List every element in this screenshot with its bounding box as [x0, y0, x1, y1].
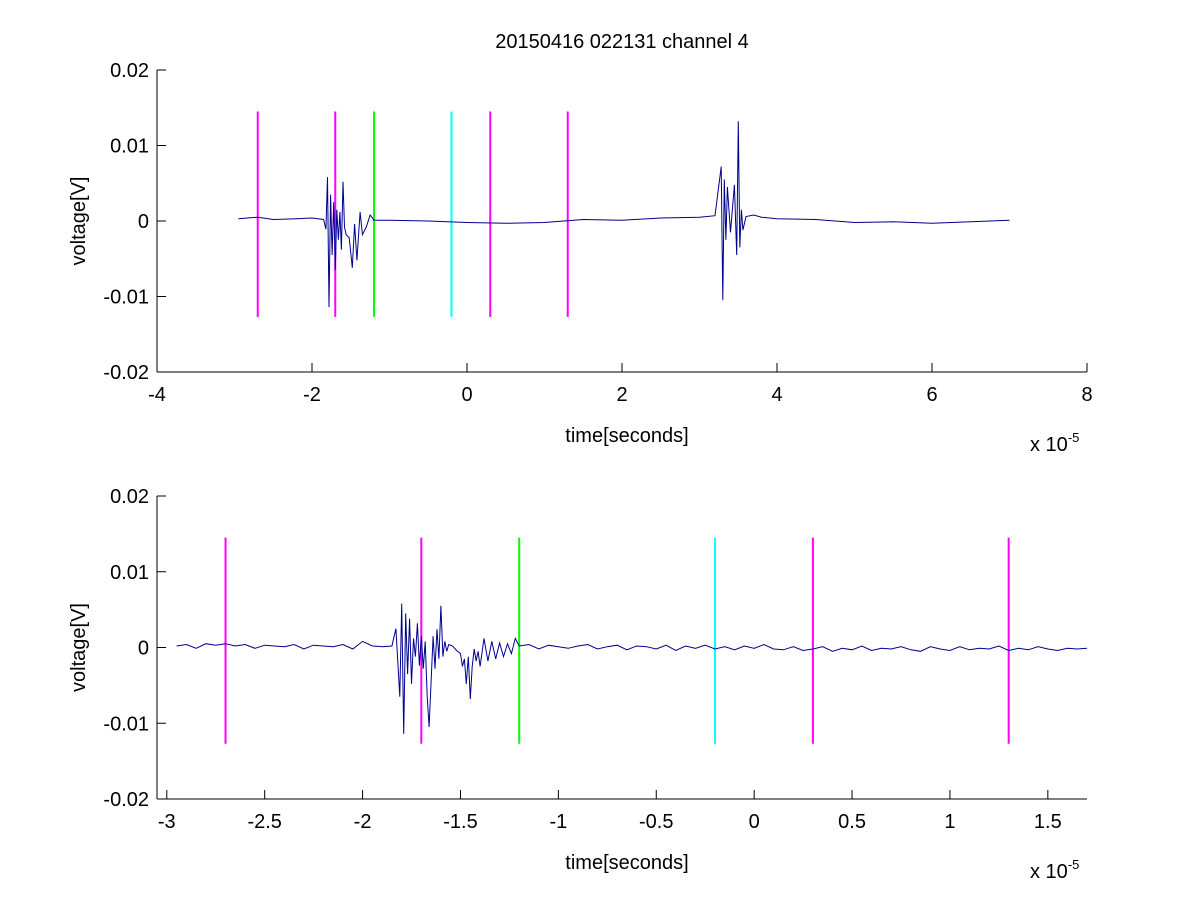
x-tick-label: -2 [354, 811, 372, 833]
x-axis-label-top: time[seconds] [565, 425, 688, 447]
y-tick-label: 0 [138, 638, 149, 660]
y-tick-label: -0.01 [103, 713, 149, 735]
x-ticks-bottom: -3 -2.5 -2 -1.5 -1 -0.5 0 0.5 1 1.5 [158, 790, 1062, 833]
x-tick-label: -0.5 [639, 811, 673, 833]
plot-top: -0.02 -0.01 0 0.01 0.02 -4 -2 0 2 4 6 8 time[secon… [68, 60, 1093, 456]
y-tick-label: 0.02 [110, 60, 149, 82]
y-tick-label: -0.02 [103, 789, 149, 811]
markers-top [256, 111, 569, 317]
x-scale-multiplier-bottom: x 10 [1030, 861, 1068, 883]
x-tick-label: 6 [926, 384, 937, 406]
x-tick-label: 1 [944, 811, 955, 833]
series-bottom [176, 603, 1088, 734]
x-tick-label: -1.5 [443, 811, 477, 833]
y-tick-label: -0.02 [103, 362, 149, 384]
x-scale-exponent-top: -5 [1068, 430, 1080, 445]
x-tick-label: 4 [771, 384, 782, 406]
voltage-trace [238, 121, 1010, 308]
x-tick-label: 0 [461, 384, 472, 406]
x-tick-label: 0.5 [838, 811, 866, 833]
x-tick-label: -2 [303, 384, 321, 406]
x-scale-exponent-bottom: -5 [1068, 857, 1080, 872]
x-tick-label: 0 [749, 811, 760, 833]
voltage-trace [176, 603, 1088, 734]
x-scale-top: x 10-5 [1030, 430, 1079, 456]
x-tick-label: -1 [549, 811, 567, 833]
y-tick-label: -0.01 [103, 287, 149, 309]
x-tick-label: -2.5 [247, 811, 281, 833]
x-tick-label: 1.5 [1034, 811, 1062, 833]
markers-bottom [224, 537, 1010, 744]
x-scale-multiplier-top: x 10 [1030, 434, 1068, 456]
y-tick-label: 0.01 [110, 562, 149, 584]
series-top [238, 121, 1010, 308]
y-tick-label: 0.01 [110, 136, 149, 158]
y-axis-label-top: voltage[V] [68, 177, 90, 266]
x-ticks-top: -4 -2 0 2 4 6 8 [148, 363, 1093, 406]
x-axis-label-bottom: time[seconds] [565, 852, 688, 874]
x-tick-label: -4 [148, 384, 166, 406]
y-axis-label-bottom: voltage[V] [68, 603, 90, 692]
x-tick-label: -3 [158, 811, 176, 833]
y-ticks-top: -0.02 -0.01 0 0.01 0.02 [103, 60, 166, 384]
axes-top [156, 70, 1087, 373]
y-tick-label: 0.02 [110, 486, 149, 508]
y-ticks-bottom: -0.02 -0.01 0 0.01 0.02 [103, 486, 166, 811]
x-tick-label: 2 [616, 384, 627, 406]
x-tick-label: 8 [1081, 384, 1092, 406]
y-tick-label: 0 [138, 211, 149, 233]
figure-title: 20150416 022131 channel 4 [495, 31, 749, 53]
x-scale-bottom: x 10-5 [1030, 857, 1079, 883]
plot-bottom: -0.02 -0.01 0 0.01 0.02 -3 -2.5 -2 -1.5 -1 -0.5 0 0… [68, 486, 1088, 883]
